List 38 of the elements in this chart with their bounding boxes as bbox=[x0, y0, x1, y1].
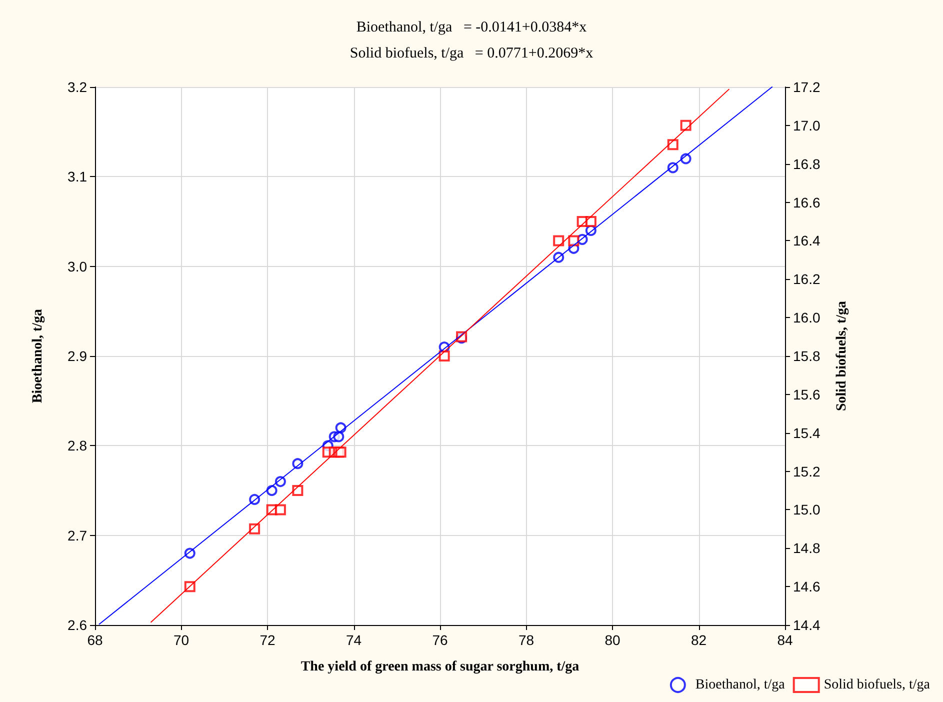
x-tick-label: 80 bbox=[604, 632, 620, 648]
y2-tick-label: 14.4 bbox=[793, 617, 820, 633]
y-tick-label: 2.8 bbox=[68, 438, 88, 454]
y-tick-label: 3.2 bbox=[68, 79, 88, 95]
y2-tick-label: 16.2 bbox=[793, 271, 820, 288]
y2-axis-title: Solid biofuels, t/ga bbox=[834, 300, 850, 412]
x-tick-label: 72 bbox=[260, 632, 276, 648]
y2-tick-label: 14.8 bbox=[793, 540, 820, 556]
y2-tick-label: 15.0 bbox=[793, 502, 820, 518]
x-tick-label: 68 bbox=[87, 632, 103, 648]
y2-tick-label: 16.4 bbox=[793, 232, 820, 249]
y2-tick-label: 16.6 bbox=[793, 194, 820, 210]
text: Solid biofuels, t/ga = 0.0771+0.2069*x bbox=[350, 46, 594, 62]
y2-tick-label: 15.4 bbox=[793, 424, 820, 441]
y2-tick-label: 16.0 bbox=[793, 310, 820, 326]
y-tick-label: 2.6 bbox=[68, 617, 88, 633]
x-tick-label: 82 bbox=[690, 632, 707, 648]
y-tick-label: 2.7 bbox=[68, 527, 88, 544]
legend-label: Bioethanol, t/ga bbox=[695, 678, 786, 692]
x-tick-label: 76 bbox=[432, 632, 448, 648]
y2-tick-label: 15.6 bbox=[793, 386, 820, 402]
y-tick-label: 3.1 bbox=[68, 168, 88, 185]
y-tick-label: 2.9 bbox=[68, 348, 88, 364]
y-tick-label: 3.0 bbox=[68, 258, 88, 274]
text: Bioethanol, t/ga = -0.0141+0.0384*x bbox=[356, 20, 588, 36]
y2-tick-label: 15.8 bbox=[793, 348, 820, 364]
y-axis-title: Bioethanol, t/ga bbox=[30, 308, 46, 404]
x-tick-label: 74 bbox=[346, 632, 362, 648]
y2-tick-label: 17.2 bbox=[793, 79, 820, 95]
legend-label: Solid biofuels, t/ga bbox=[824, 678, 931, 692]
y2-tick-label: 16.8 bbox=[793, 156, 820, 172]
y2-tick-label: 14.6 bbox=[793, 578, 820, 595]
x-tick-label: 70 bbox=[173, 632, 190, 648]
x-axis-title: The yield of green mass of sugar sorghum, t/ga bbox=[300, 660, 580, 674]
x-tick-label: 84 bbox=[777, 632, 793, 648]
y2-tick-label: 15.2 bbox=[793, 463, 820, 480]
x-tick-label: 78 bbox=[518, 632, 534, 648]
y2-tick-label: 17.0 bbox=[793, 117, 820, 134]
